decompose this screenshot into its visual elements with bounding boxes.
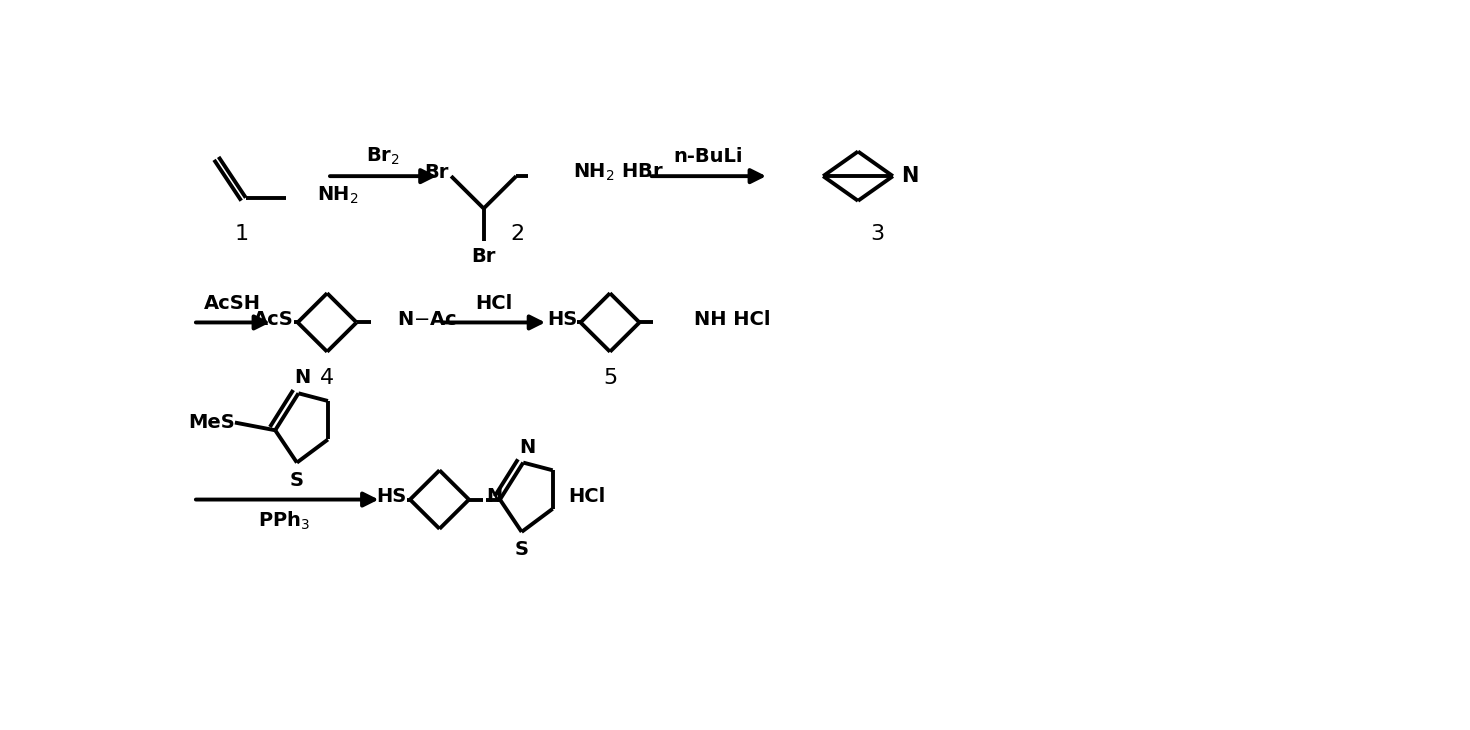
Text: Br: Br <box>472 247 495 266</box>
Text: 2: 2 <box>510 224 525 244</box>
Text: HS: HS <box>376 487 407 506</box>
Text: 5: 5 <box>603 368 617 388</box>
Text: 4: 4 <box>320 368 334 388</box>
Text: N: N <box>519 438 535 457</box>
Text: N: N <box>487 487 503 506</box>
Text: S: S <box>290 471 304 490</box>
Text: N: N <box>901 166 919 186</box>
Text: HS: HS <box>547 310 578 329</box>
Text: N$-$Ac: N$-$Ac <box>397 310 457 329</box>
Text: S: S <box>514 540 529 559</box>
Text: NH$_2$ HBr: NH$_2$ HBr <box>573 161 664 183</box>
Text: Br$_2$: Br$_2$ <box>366 145 400 166</box>
Text: NH HCl: NH HCl <box>694 310 770 329</box>
Text: PPh$_3$: PPh$_3$ <box>259 510 310 532</box>
Text: HCl: HCl <box>567 487 606 506</box>
Text: AcSH: AcSH <box>204 293 262 312</box>
Text: Br: Br <box>425 163 448 182</box>
Text: MeS: MeS <box>188 413 235 432</box>
Text: NH$_2$: NH$_2$ <box>318 185 359 206</box>
Text: 1: 1 <box>235 224 248 244</box>
Text: n-BuLi: n-BuLi <box>673 147 744 166</box>
Text: N: N <box>294 369 310 388</box>
Text: AcS: AcS <box>253 310 294 329</box>
Text: 3: 3 <box>870 224 885 244</box>
Text: HCl: HCl <box>475 293 513 312</box>
